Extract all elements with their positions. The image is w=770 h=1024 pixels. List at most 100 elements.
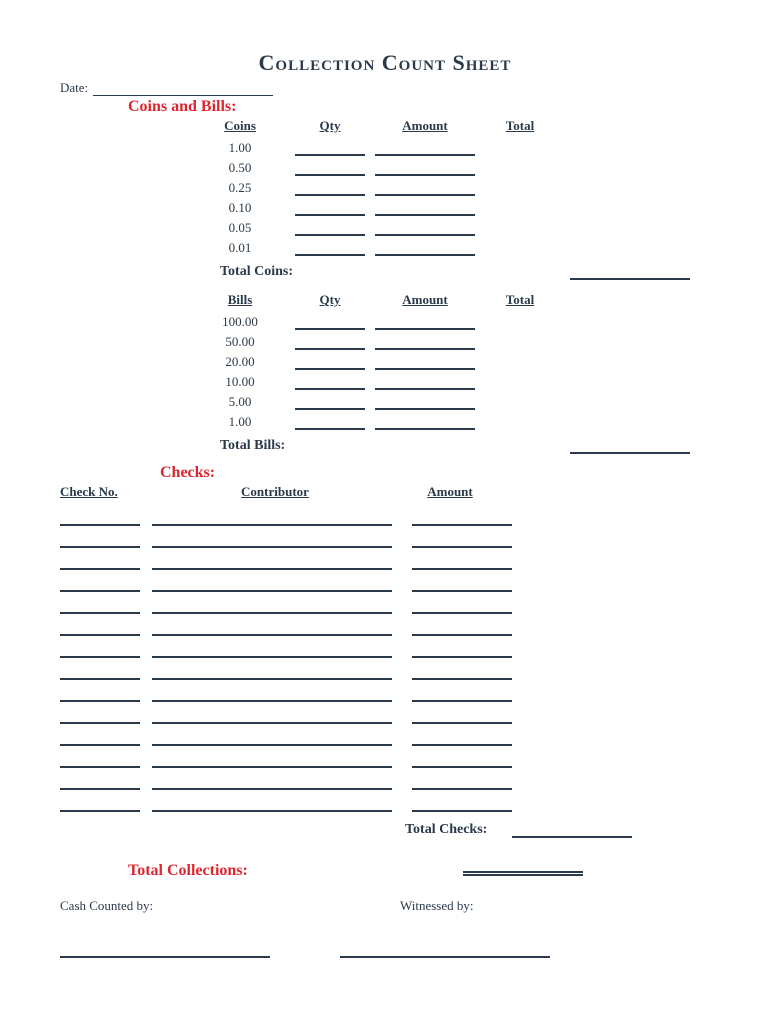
check-no-line[interactable] xyxy=(60,534,140,548)
check-row xyxy=(60,638,710,658)
check-amount-line[interactable] xyxy=(412,600,512,614)
total-bills-line[interactable] xyxy=(570,440,690,454)
check-amount-line[interactable] xyxy=(412,798,512,812)
check-amount-line[interactable] xyxy=(412,754,512,768)
check-row xyxy=(60,594,710,614)
check-amount-line[interactable] xyxy=(412,732,512,746)
bill-amount-line[interactable] xyxy=(375,416,475,430)
check-contrib-line[interactable] xyxy=(152,556,392,570)
check-no-line[interactable] xyxy=(60,688,140,702)
date-row: Date: xyxy=(60,80,710,96)
bill-denom: 50.00 xyxy=(190,334,290,350)
coin-denom: 0.05 xyxy=(190,220,290,236)
check-amount-line[interactable] xyxy=(412,556,512,570)
counted-by-line[interactable] xyxy=(60,944,270,958)
bills-row: 5.00 xyxy=(190,390,710,410)
check-no-line[interactable] xyxy=(60,600,140,614)
check-contrib-line[interactable] xyxy=(152,600,392,614)
bills-row: 1.00 xyxy=(190,410,710,430)
check-amount-line[interactable] xyxy=(412,644,512,658)
check-no-line[interactable] xyxy=(60,556,140,570)
coin-qty-line[interactable] xyxy=(295,182,365,196)
check-amount-line[interactable] xyxy=(412,534,512,548)
bills-header-amount: Amount xyxy=(370,292,480,308)
check-row xyxy=(60,506,710,526)
check-contrib-line[interactable] xyxy=(152,732,392,746)
coins-row: 0.10 xyxy=(190,196,710,216)
bill-denom: 5.00 xyxy=(190,394,290,410)
coin-qty-line[interactable] xyxy=(295,202,365,216)
coin-amount-line[interactable] xyxy=(375,162,475,176)
check-contrib-line[interactable] xyxy=(152,578,392,592)
coin-amount-line[interactable] xyxy=(375,182,475,196)
check-row xyxy=(60,770,710,790)
coin-amount-line[interactable] xyxy=(375,222,475,236)
coin-qty-line[interactable] xyxy=(295,242,365,256)
bill-denom: 1.00 xyxy=(190,414,290,430)
check-no-line[interactable] xyxy=(60,578,140,592)
coin-qty-line[interactable] xyxy=(295,222,365,236)
bill-qty-line[interactable] xyxy=(295,396,365,410)
check-amount-line[interactable] xyxy=(412,666,512,680)
check-no-line[interactable] xyxy=(60,512,140,526)
check-row xyxy=(60,616,710,636)
check-no-line[interactable] xyxy=(60,798,140,812)
check-no-line[interactable] xyxy=(60,644,140,658)
coins-header-total: Total xyxy=(480,118,560,134)
date-input-line[interactable] xyxy=(93,95,273,96)
check-amount-line[interactable] xyxy=(412,578,512,592)
bills-header-total: Total xyxy=(480,292,560,308)
coin-amount-line[interactable] xyxy=(375,202,475,216)
bills-row: 10.00 xyxy=(190,370,710,390)
check-contrib-line[interactable] xyxy=(152,622,392,636)
check-amount-line[interactable] xyxy=(412,512,512,526)
check-no-line[interactable] xyxy=(60,622,140,636)
coin-amount-line[interactable] xyxy=(375,142,475,156)
witnessed-by-label: Witnessed by: xyxy=(400,898,474,914)
witnessed-by-line[interactable] xyxy=(340,944,550,958)
coin-denom: 0.01 xyxy=(190,240,290,256)
coins-bills-heading: Coins and Bills: xyxy=(128,98,710,116)
check-amount-line[interactable] xyxy=(412,688,512,702)
bill-amount-line[interactable] xyxy=(375,356,475,370)
total-coins-line[interactable] xyxy=(570,266,690,280)
check-no-line[interactable] xyxy=(60,666,140,680)
coin-qty-line[interactable] xyxy=(295,142,365,156)
coin-qty-line[interactable] xyxy=(295,162,365,176)
check-no-line[interactable] xyxy=(60,710,140,724)
check-contrib-line[interactable] xyxy=(152,688,392,702)
total-collections-line[interactable] xyxy=(463,871,583,876)
coin-denom: 1.00 xyxy=(190,140,290,156)
coin-amount-line[interactable] xyxy=(375,242,475,256)
check-contrib-line[interactable] xyxy=(152,776,392,790)
bill-amount-line[interactable] xyxy=(375,336,475,350)
check-contrib-line[interactable] xyxy=(152,512,392,526)
check-no-line[interactable] xyxy=(60,732,140,746)
bill-qty-line[interactable] xyxy=(295,416,365,430)
total-checks-line[interactable] xyxy=(512,824,632,838)
bill-qty-line[interactable] xyxy=(295,316,365,330)
signature-labels-row: Cash Counted by: Witnessed by: xyxy=(60,898,710,914)
bills-header-row: Bills Qty Amount Total xyxy=(190,292,710,308)
check-contrib-line[interactable] xyxy=(152,754,392,768)
check-amount-line[interactable] xyxy=(412,776,512,790)
check-contrib-line[interactable] xyxy=(152,710,392,724)
bill-qty-line[interactable] xyxy=(295,356,365,370)
bill-amount-line[interactable] xyxy=(375,316,475,330)
check-contrib-line[interactable] xyxy=(152,644,392,658)
bill-amount-line[interactable] xyxy=(375,376,475,390)
bill-qty-line[interactable] xyxy=(295,376,365,390)
bill-denom: 10.00 xyxy=(190,374,290,390)
check-row xyxy=(60,682,710,702)
check-contrib-line[interactable] xyxy=(152,534,392,548)
check-amount-line[interactable] xyxy=(412,710,512,724)
check-row xyxy=(60,704,710,724)
check-contrib-line[interactable] xyxy=(152,798,392,812)
check-amount-line[interactable] xyxy=(412,622,512,636)
bill-qty-line[interactable] xyxy=(295,336,365,350)
check-no-line[interactable] xyxy=(60,754,140,768)
bills-table: Bills Qty Amount Total 100.0050.0020.001… xyxy=(190,292,710,454)
check-no-line[interactable] xyxy=(60,776,140,790)
check-contrib-line[interactable] xyxy=(152,666,392,680)
bill-amount-line[interactable] xyxy=(375,396,475,410)
